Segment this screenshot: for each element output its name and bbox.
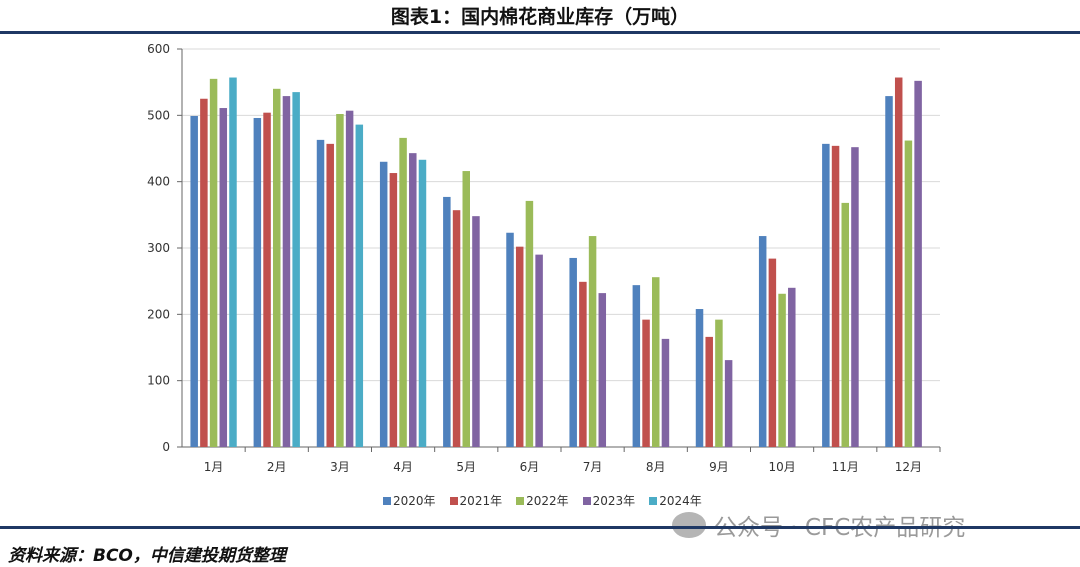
bar-2021年 (579, 281, 587, 447)
bar-2022年 (841, 202, 849, 447)
legend-label: 2022年 (526, 494, 569, 508)
header-rule (0, 31, 1080, 34)
bar-2021年 (642, 319, 650, 447)
bar-2021年 (389, 173, 398, 447)
bar-2023年 (598, 293, 607, 447)
bar-2020年 (632, 285, 641, 447)
bar-2023年 (851, 147, 859, 447)
bar-2022年 (904, 140, 913, 448)
bar-2022年 (209, 78, 218, 447)
bar-2020年 (253, 117, 262, 447)
x-tick-label: 5月 (456, 460, 476, 474)
x-tick-label: 2月 (267, 460, 287, 474)
legend: 2020年 2021年 2022年 2023年 2024年 (383, 492, 702, 509)
x-tick-label: 11月 (832, 460, 859, 474)
footer-rule (0, 526, 1080, 529)
bar-2021年 (515, 246, 524, 447)
bar-2021年 (894, 77, 903, 448)
y-tick-label: 500 (147, 108, 170, 122)
bar-2023年 (724, 360, 733, 447)
x-tick-label: 10月 (768, 460, 795, 474)
bar-2021年 (831, 145, 840, 447)
bar-2022年 (652, 277, 660, 447)
legend-item: 2022年 (516, 492, 569, 509)
legend-swatch (649, 496, 658, 505)
bar-2023年 (914, 80, 922, 447)
legend-label: 2021年 (459, 494, 503, 508)
bar-2023年 (535, 254, 543, 447)
legend-item: 2024年 (649, 492, 702, 509)
y-tick-label: 600 (147, 42, 170, 56)
bar-2022年 (462, 171, 470, 447)
x-tick-label: 7月 (583, 460, 603, 474)
chart-title: 图表1：国内棉花商业库存（万吨） (390, 6, 690, 28)
bar-2024年 (355, 124, 364, 448)
wechat-icon (672, 512, 706, 538)
legend-item: 2020年 (383, 492, 436, 509)
bar-2021年 (263, 112, 271, 448)
bar-2020年 (190, 115, 198, 447)
bar-2022年 (273, 88, 281, 448)
y-tick-label: 0 (162, 440, 170, 454)
bar-2020年 (379, 161, 388, 447)
legend-label: 2023年 (592, 494, 636, 508)
bar-2021年 (705, 336, 713, 447)
bar-2023年 (409, 153, 417, 448)
legend-label: 2020年 (393, 494, 436, 508)
bar-2022年 (399, 137, 407, 448)
bar-2020年 (443, 196, 451, 447)
x-tick-label: 3月 (330, 460, 350, 474)
watermark: 公众号 · CFC农产品研究 (672, 508, 965, 542)
bar-2023年 (282, 96, 291, 447)
legend-swatch (582, 496, 591, 505)
legend-swatch (449, 496, 458, 505)
bar-2020年 (822, 143, 830, 447)
bar-2024年 (229, 77, 237, 448)
legend-item: 2021年 (449, 492, 503, 509)
y-tick-label: 400 (147, 175, 170, 189)
y-tick-label: 100 (147, 374, 170, 388)
y-tick-label: 200 (147, 307, 170, 321)
bar-2022年 (525, 200, 534, 447)
watermark-text: 公众号 · CFC农产品研究 (714, 515, 966, 541)
bar-2020年 (758, 236, 767, 447)
bar-2021年 (200, 98, 208, 447)
bar-2022年 (588, 236, 597, 447)
x-tick-label: 1月 (204, 460, 224, 474)
bar-2023年 (345, 110, 354, 447)
bar-2022年 (778, 293, 786, 447)
bar-2021年 (768, 258, 777, 447)
bar-2021年 (452, 210, 461, 447)
x-tick-label: 12月 (895, 460, 922, 474)
bar-2022年 (715, 319, 723, 447)
bar-2023年 (788, 287, 796, 447)
bar-2023年 (661, 338, 670, 447)
bar-2020年 (569, 257, 577, 447)
bar-2021年 (326, 143, 334, 447)
legend-label: 2024年 (659, 494, 702, 508)
y-tick-label: 300 (147, 241, 170, 255)
legend-item: 2023年 (582, 492, 636, 509)
bar-2024年 (418, 159, 427, 447)
bar-2022年 (336, 114, 344, 448)
bar-2024年 (292, 92, 300, 447)
x-tick-label: 4月 (393, 460, 413, 474)
source-note: 资料来源：BCO，中信建投期货整理 (8, 546, 286, 566)
x-tick-label: 9月 (709, 460, 729, 474)
bar-2020年 (316, 139, 325, 448)
x-tick-label: 6月 (520, 460, 540, 474)
x-tick-label: 8月 (646, 460, 666, 474)
bar-2020年 (695, 309, 704, 447)
bar-2020年 (885, 96, 893, 447)
bar-2023年 (472, 216, 480, 447)
bar-2023年 (219, 108, 228, 447)
legend-swatch (516, 496, 525, 505)
legend-swatch (383, 496, 391, 505)
bar-2020年 (506, 232, 514, 447)
